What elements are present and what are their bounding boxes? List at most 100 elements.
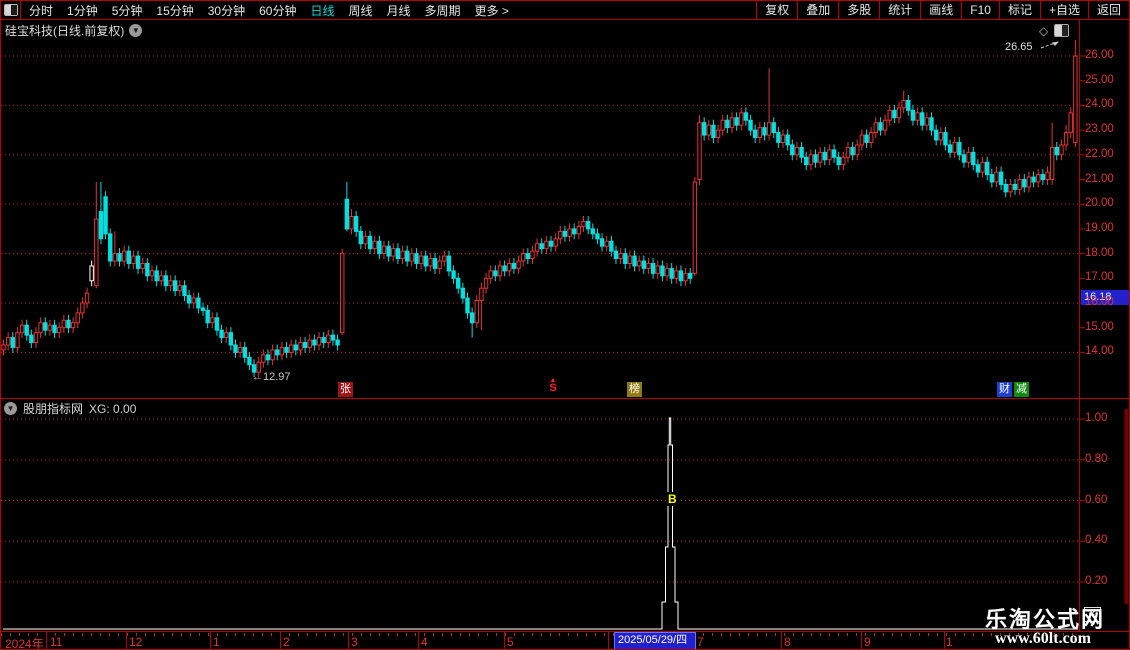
period-menu: 分时 1分钟 5分钟 15分钟 30分钟 60分钟 日线 周线 月线 多周期 更多 >	[22, 1, 516, 19]
candle	[864, 134, 869, 143]
event-marker-张[interactable]: 张	[338, 382, 353, 397]
candle	[168, 280, 173, 287]
toolbar-right-buttons: 复权 叠加 多股 统计 画线 F10 标记 +自选 返回	[756, 1, 1129, 19]
candle	[196, 297, 201, 309]
candle	[855, 144, 860, 156]
month-label-12: 12	[129, 635, 143, 649]
candle	[423, 255, 428, 267]
toolbar-button-复权[interactable]: 复权	[756, 1, 797, 19]
candle	[1003, 183, 1008, 193]
period-item-30分钟[interactable]: 30分钟	[207, 3, 246, 18]
candle	[975, 164, 981, 173]
price-axis-label: 23.00	[1085, 123, 1114, 136]
period-item-15分钟[interactable]: 15分钟	[156, 3, 194, 18]
candle	[1059, 144, 1064, 156]
candle	[302, 342, 308, 348]
candle	[799, 146, 804, 158]
layout-split-icon[interactable]	[1, 1, 21, 19]
low-price-annotation: ←12.97	[252, 371, 291, 383]
candle	[790, 144, 795, 156]
panel-zoom-icon[interactable]: ✕	[1084, 607, 1101, 622]
toolbar-button-返回[interactable]: 返回	[1087, 1, 1129, 19]
candle	[581, 220, 586, 227]
toolbar-button-F10[interactable]: F10	[961, 1, 999, 19]
candle	[525, 253, 531, 260]
candle	[233, 344, 238, 353]
event-marker-榜[interactable]: 榜	[627, 382, 642, 397]
month-label-1: 1	[946, 635, 953, 649]
candle	[841, 156, 846, 166]
toolbar-button-多股[interactable]: 多股	[838, 1, 879, 19]
split-pane-icon[interactable]	[1054, 24, 1070, 37]
candle	[683, 272, 688, 282]
period-item-月线[interactable]: 月线	[386, 3, 411, 18]
candle	[446, 255, 452, 272]
candle	[312, 339, 317, 346]
candle	[131, 255, 136, 264]
candle	[112, 253, 118, 262]
period-item-日线[interactable]: 日线	[310, 3, 335, 18]
candle	[998, 171, 1004, 185]
candle	[307, 339, 312, 348]
candle	[734, 117, 739, 126]
candle	[418, 255, 424, 264]
candle	[534, 243, 540, 252]
toolbar-button-标记[interactable]: 标记	[998, 1, 1040, 19]
toolbar-button-画线[interactable]: 画线	[920, 1, 961, 19]
candle	[1017, 179, 1022, 190]
chevron-down-icon[interactable]: ▼	[129, 24, 143, 37]
event-marker-财[interactable]: 财	[997, 382, 1012, 397]
candle	[321, 337, 326, 344]
candle	[326, 334, 331, 344]
candle	[177, 285, 183, 292]
price-axis-label: 22.00	[1085, 147, 1114, 160]
candle	[330, 334, 336, 341]
month-separator	[348, 632, 349, 649]
candle	[585, 220, 591, 230]
event-marker-减[interactable]: 减	[1014, 382, 1029, 397]
period-item-多周期[interactable]: 多周期	[424, 3, 461, 18]
candle	[191, 297, 196, 304]
candle	[632, 255, 637, 267]
candle	[432, 258, 438, 269]
candle	[98, 211, 104, 240]
current-price-tag: 16.18	[1081, 290, 1129, 305]
candle	[957, 141, 962, 156]
candle	[808, 154, 814, 166]
candle	[915, 112, 920, 121]
candle	[47, 324, 53, 331]
candle	[576, 225, 582, 235]
candle	[404, 250, 410, 262]
period-item-60分钟[interactable]: 60分钟	[259, 3, 297, 18]
candle	[349, 216, 354, 230]
indicator-axis-label: 0.60	[1085, 493, 1108, 506]
candle	[5, 337, 11, 346]
candle	[516, 260, 521, 269]
period-item-分时[interactable]: 分时	[29, 3, 54, 18]
toolbar-button-统计[interactable]: 统计	[879, 1, 920, 19]
candle	[1049, 146, 1055, 180]
candle	[456, 277, 461, 289]
candle	[558, 230, 563, 240]
indicator-chevron-icon[interactable]: ▼	[4, 402, 17, 415]
candle	[298, 342, 303, 351]
toolbar-button-叠加[interactable]: 叠加	[797, 1, 838, 19]
candle	[228, 332, 234, 346]
candle	[882, 119, 888, 131]
period-item-1分钟[interactable]: 1分钟	[67, 3, 98, 18]
period-item-更多 >[interactable]: 更多 >	[474, 3, 509, 18]
candle	[38, 322, 43, 334]
diamond-icon[interactable]: ◇	[1039, 23, 1049, 38]
toolbar-button-+自选[interactable]: +自选	[1039, 1, 1088, 19]
candle	[697, 122, 702, 181]
candle	[636, 260, 642, 267]
candle	[1012, 183, 1018, 190]
period-item-5分钟[interactable]: 5分钟	[111, 3, 143, 18]
candle	[288, 344, 294, 353]
date-axis[interactable]: 2024年 2025/05/29/四 11 12 1 2 3 4 5 7 8 9 1	[1, 631, 1129, 649]
candle	[1073, 55, 1078, 143]
period-item-周线[interactable]: 周线	[348, 3, 373, 18]
candle	[613, 250, 619, 260]
event-marker-S[interactable]: ▲ S	[549, 377, 557, 394]
